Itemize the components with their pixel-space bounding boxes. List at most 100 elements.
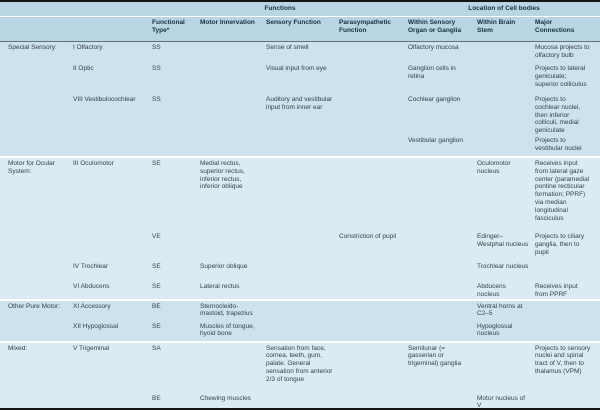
- table-row: IV Trochlear SE Superior oblique Trochle…: [0, 261, 600, 281]
- cell-functional-type: BE: [152, 302, 161, 310]
- table-row: Vestibular ganglion Projects to vestibul…: [0, 135, 600, 156]
- col-header-parasympathetic: Parasympathetic Function: [339, 19, 392, 34]
- cell-organ: [408, 261, 477, 281]
- cell-section-label: [8, 393, 73, 408]
- cell-connections: Projects to sensory nuclei and spinal tr…: [535, 344, 591, 375]
- cell-sensory: [266, 158, 339, 231]
- section-other-pure-motor: Other Pure Motor: XI Accessory BE Sterno…: [0, 300, 600, 341]
- cell-section-label: [8, 135, 73, 156]
- col-header-section: [8, 17, 73, 41]
- cell-parasympathetic: [339, 301, 408, 321]
- cell-organ: Cochlear ganglion: [408, 96, 461, 103]
- cell-parasympathetic: [339, 94, 408, 135]
- cell-parasympathetic: [339, 135, 408, 156]
- cell-motor: Muscles of tongue, hyoid bone: [200, 322, 255, 338]
- cell-brainstem: Oculomotor nucleus: [477, 159, 511, 175]
- cell-sensory: Visual input from eye: [266, 65, 327, 72]
- cell-section-label: Special Sensory:: [8, 44, 57, 51]
- cell-section-label: [8, 231, 73, 261]
- section-special-sensory: Special Sensory: I Olfactory SS Sense of…: [0, 42, 600, 156]
- cell-brainstem: Abducens nucleus: [477, 282, 506, 298]
- table-row: VIII Vestibulocochlear SS Auditory and v…: [0, 94, 600, 135]
- col-header-brainstem: Within Brain Stem: [477, 19, 516, 34]
- cell-motor: [200, 231, 266, 261]
- cell-functional-type: SS: [152, 44, 161, 51]
- cell-organ: Vestibular ganglion: [408, 136, 463, 144]
- cell-brainstem: [477, 42, 535, 63]
- cell-sensory: Sensation from face, cornea, teeth, gum,…: [266, 344, 333, 383]
- table-row: Mixed: V Trigeminal SA Sensation from fa…: [0, 343, 600, 393]
- cell-functional-type: VE: [152, 232, 161, 240]
- cell-nerve: II Optic: [73, 65, 94, 72]
- cell-sensory: [266, 301, 339, 321]
- cell-organ: [408, 321, 477, 341]
- cell-organ: Olfactory mucosa: [408, 44, 459, 51]
- cell-parasympathetic: [339, 42, 408, 63]
- cell-brainstem: Hypoglossal nucleus: [477, 322, 513, 338]
- cell-section-label: [8, 281, 73, 299]
- column-header-row: Functional Type* Motor Innervation Senso…: [0, 17, 600, 42]
- cell-connections: Projects to ciliary ganglia, then to pup…: [535, 232, 585, 256]
- section-mixed: Mixed: V Trigeminal SA Sensation from fa…: [0, 342, 600, 408]
- table-row: VE Constriction of pupil Edinger–Westpha…: [0, 231, 600, 261]
- cell-nerve: XII Hypoglossal: [73, 322, 119, 330]
- cell-connections: Projects to cochlear nuclei, then inferi…: [535, 96, 581, 135]
- section-divider: [0, 155, 600, 158]
- cell-parasympathetic: [339, 343, 408, 393]
- cell-functional-type: SE: [152, 322, 161, 330]
- col-header-connections: Major Connections: [535, 19, 575, 34]
- cell-motor: [200, 42, 266, 63]
- cell-sensory: [266, 231, 339, 261]
- cell-organ: [408, 231, 477, 261]
- cell-motor: [200, 63, 266, 94]
- cell-nerve: I Olfactory: [73, 44, 103, 51]
- cell-functional-type: SE: [152, 262, 161, 270]
- table-row: Motor for Ocular System: III Oculomotor …: [0, 158, 600, 231]
- cell-connections: Receives input from PPRF: [535, 282, 578, 298]
- cell-motor: Chewing muscles: [200, 394, 251, 402]
- cell-sensory: [266, 281, 339, 299]
- cell-motor: Medial rectus, superior rectus, inferior…: [200, 159, 245, 191]
- cell-sensory: Auditory and vestibular input from inner…: [266, 96, 333, 111]
- cell-functional-type: SE: [152, 282, 161, 290]
- cell-nerve: [73, 231, 152, 261]
- cell-organ: Ganglion cells in retina: [408, 65, 456, 80]
- section-motor-ocular: Motor for Ocular System: III Oculomotor …: [0, 157, 600, 299]
- cell-brainstem: [477, 94, 535, 135]
- cell-nerve: IV Trochlear: [73, 262, 109, 270]
- cell-motor: [200, 94, 266, 135]
- section-divider: [0, 298, 600, 301]
- cell-nerve: VIII Vestibulocochlear: [73, 96, 136, 103]
- group-header-location: Location of Cell bodies: [468, 5, 540, 13]
- cell-section-label: [8, 261, 73, 281]
- cell-sensory: [266, 393, 339, 408]
- cell-nerve: V Trigeminal: [73, 344, 110, 352]
- cell-parasympathetic: [339, 158, 408, 231]
- table-row: BE Chewing muscles Motor nucleus of V: [0, 393, 600, 408]
- cell-parasympathetic: [339, 261, 408, 281]
- cell-functional-type: [152, 135, 200, 156]
- group-header-row: Functions Location of Cell bodies: [0, 2, 600, 17]
- cell-functional-type: BE: [152, 394, 161, 402]
- cell-parasympathetic: Constriction of pupil: [339, 232, 397, 240]
- cell-brainstem: Ventral horns at C2–5: [477, 302, 523, 318]
- cell-nerve: VI Abducens: [73, 282, 110, 290]
- cell-functional-type: SS: [152, 65, 161, 72]
- table-row: Other Pure Motor: XI Accessory BE Sterno…: [0, 301, 600, 321]
- cell-sensory: [266, 261, 339, 281]
- col-header-nerve: [73, 17, 152, 41]
- cell-organ: [408, 301, 477, 321]
- cell-connections: [535, 261, 597, 281]
- cell-organ: Semilunar (= gasserian or trigeminal) ga…: [408, 344, 462, 368]
- cell-section-label: Mixed:: [8, 344, 28, 352]
- cell-brainstem: [477, 343, 535, 393]
- cell-nerve: III Oculomotor: [73, 159, 114, 167]
- cell-connections: Projects to vestibular nuclei: [535, 136, 582, 152]
- cell-brainstem: Trochlear nucleus: [477, 262, 529, 270]
- cell-sensory: [266, 321, 339, 341]
- cell-parasympathetic: [339, 63, 408, 94]
- cell-connections: [535, 321, 597, 341]
- cell-motor: Superior oblique: [200, 262, 248, 270]
- section-divider: [0, 340, 600, 343]
